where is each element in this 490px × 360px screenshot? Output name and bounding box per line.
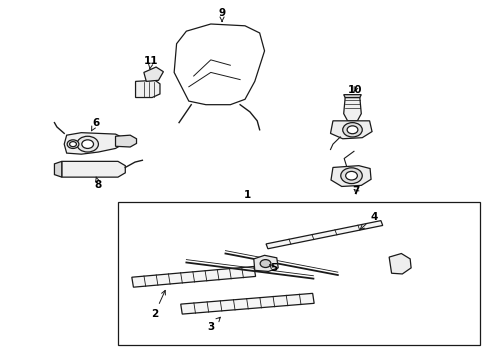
Text: 11: 11 [144,56,158,69]
Circle shape [345,171,357,180]
Text: 4: 4 [360,212,378,229]
Polygon shape [132,266,256,287]
Text: 6: 6 [92,118,99,131]
Circle shape [347,126,358,134]
Text: 7: 7 [353,186,360,197]
Circle shape [260,260,271,267]
Polygon shape [331,121,372,139]
Text: 3: 3 [207,317,220,332]
Circle shape [77,136,98,152]
Circle shape [343,123,362,137]
Polygon shape [136,80,160,98]
Text: 8: 8 [95,177,102,190]
Text: 5: 5 [270,263,277,273]
Polygon shape [54,161,62,177]
Text: 1: 1 [244,190,251,200]
Polygon shape [331,166,371,186]
Polygon shape [389,253,411,274]
Polygon shape [343,95,361,98]
Circle shape [341,168,362,184]
Polygon shape [116,135,137,147]
Circle shape [70,141,76,147]
Polygon shape [343,98,361,121]
Circle shape [82,140,94,148]
Circle shape [67,140,79,148]
Polygon shape [144,67,163,81]
Polygon shape [254,255,278,271]
Text: 10: 10 [348,85,362,95]
Polygon shape [62,161,125,177]
Polygon shape [181,293,314,314]
Polygon shape [64,133,123,154]
Text: 9: 9 [219,8,225,21]
Bar [118,202,480,345]
Polygon shape [266,221,383,249]
Text: 2: 2 [151,291,166,319]
Polygon shape [174,24,265,105]
